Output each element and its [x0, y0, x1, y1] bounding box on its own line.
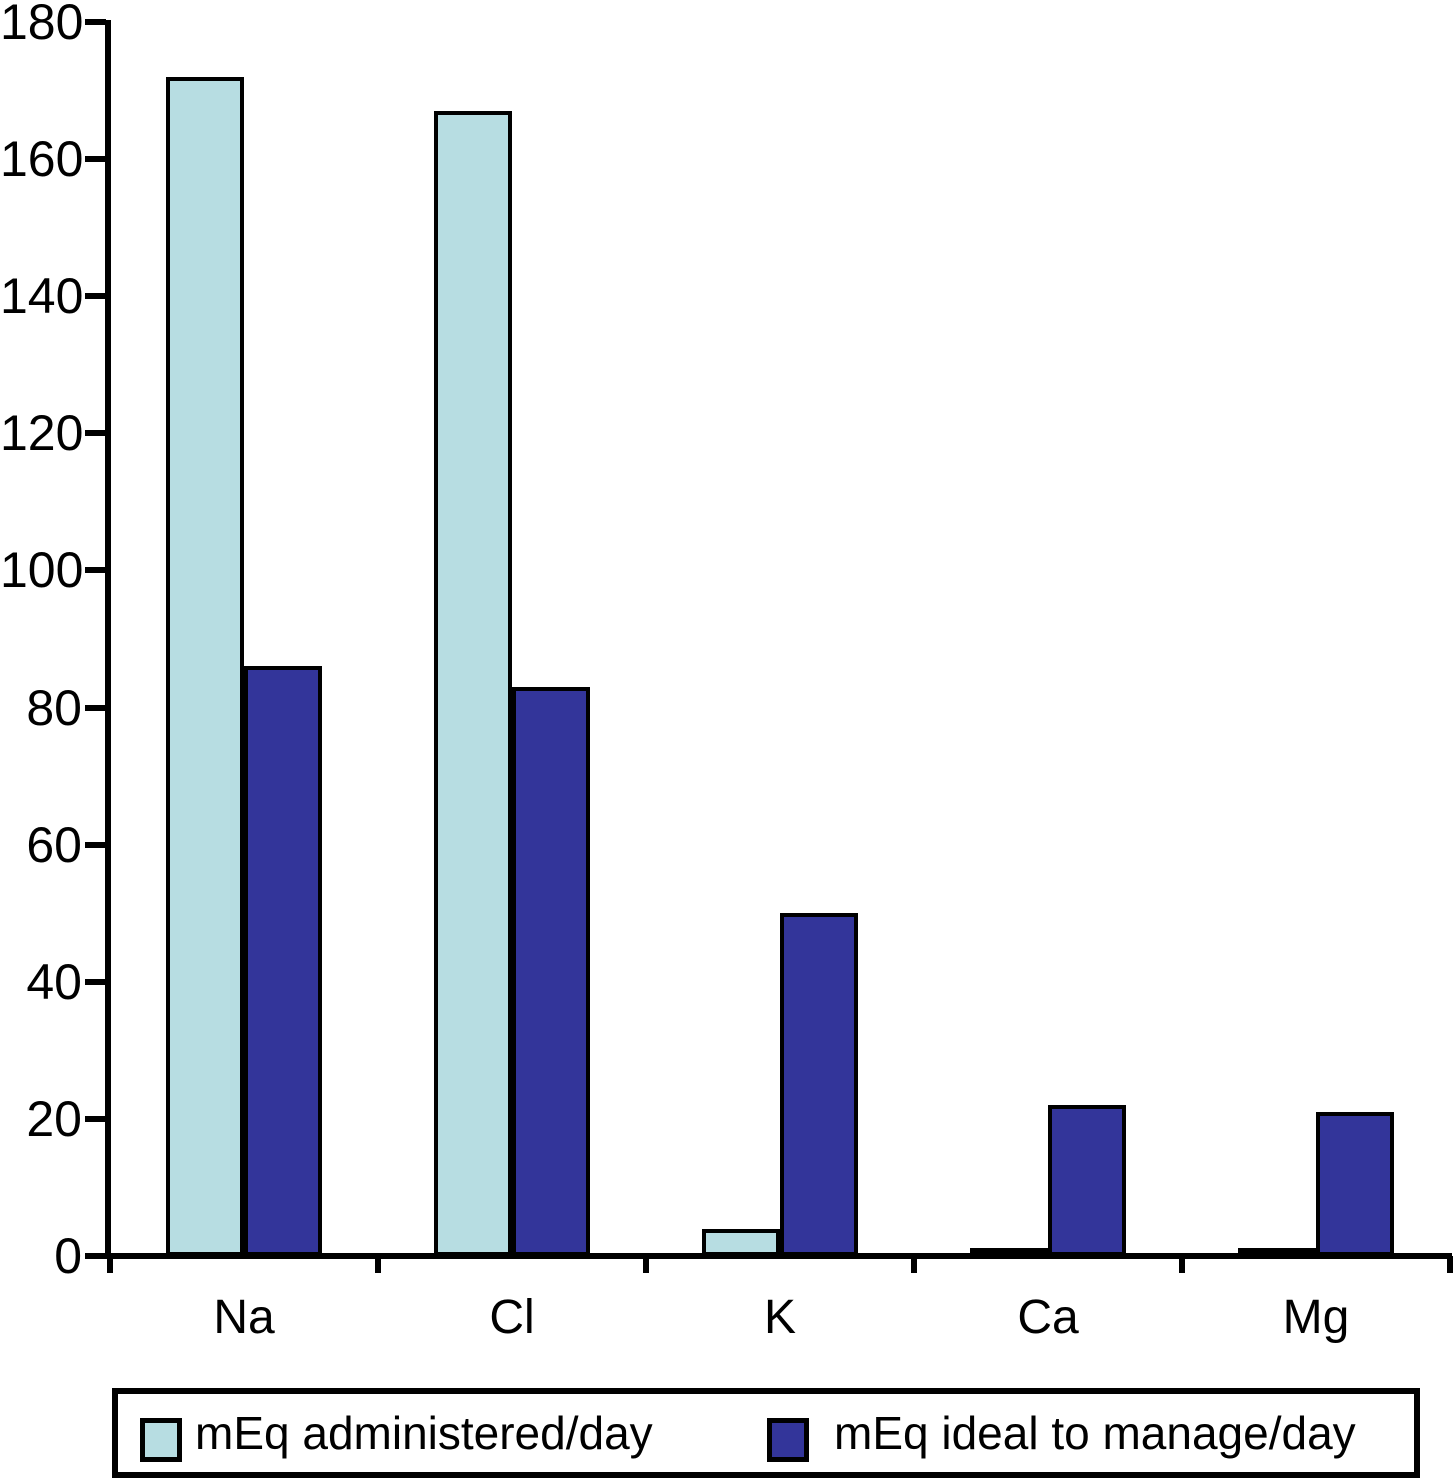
y-tick-label-0: 0: [54, 1228, 82, 1284]
x-tick-4: [1179, 1256, 1185, 1273]
x-tick-2: [643, 1256, 649, 1273]
legend-swatch-administered: [140, 1418, 182, 1462]
x-axis-label-Mg: Mg: [1282, 1291, 1350, 1344]
bar-K-ideal: [780, 913, 858, 1256]
x-axis-label-Cl: Cl: [489, 1291, 535, 1344]
x-axis-label-Na: Na: [213, 1291, 275, 1344]
y-tick-label-120: 120: [0, 405, 84, 462]
bar-Mg-administered: [1238, 1248, 1316, 1256]
legend: mEq administered/day mEq ideal to manage…: [112, 1388, 1420, 1478]
bar-Ca-ideal: [1048, 1105, 1126, 1256]
bar-Na-administered: [166, 77, 244, 1256]
y-tick-label-40: 40: [26, 953, 82, 1010]
y-tick-80: [85, 704, 106, 711]
legend-swatch-ideal: [767, 1418, 809, 1462]
y-axis-line: [105, 20, 111, 1259]
y-tick-label-80: 80: [26, 679, 82, 736]
y-tick-120: [85, 430, 106, 437]
y-tick-40: [85, 978, 106, 985]
x-axis-line: [105, 1253, 1452, 1259]
x-axis-label-Ca: Ca: [1017, 1291, 1079, 1344]
bar-K-administered: [702, 1229, 780, 1256]
y-tick-label-20: 20: [26, 1090, 82, 1147]
x-tick-3: [911, 1256, 917, 1273]
x-tick-1: [375, 1256, 381, 1273]
x-axis-label-K: K: [763, 1291, 796, 1344]
y-tick-label-100: 100: [0, 542, 84, 599]
y-tick-20: [85, 1115, 106, 1122]
bar-Cl-ideal: [512, 687, 590, 1256]
legend-label-ideal: mEq ideal to manage/day: [834, 1407, 1356, 1459]
x-tick-0: [107, 1256, 113, 1273]
x-tick-5: [1447, 1256, 1453, 1273]
bar-Na-ideal: [244, 666, 322, 1256]
bar-Mg-ideal: [1316, 1112, 1394, 1256]
y-tick-180: [85, 19, 106, 25]
y-tick-60: [85, 841, 106, 848]
y-tick-label-160: 160: [0, 131, 84, 188]
y-tick-140: [85, 293, 106, 300]
y-tick-label-60: 60: [26, 816, 82, 873]
y-tick-label-140: 140: [0, 268, 84, 325]
y-tick-160: [85, 156, 106, 163]
bar-Ca-administered: [970, 1248, 1048, 1256]
bar-Cl-administered: [434, 111, 512, 1256]
y-tick-0: [85, 1253, 106, 1259]
legend-label-administered: mEq administered/day: [195, 1407, 653, 1459]
y-tick-label-180: 180: [0, 0, 84, 50]
y-tick-100: [85, 567, 106, 574]
